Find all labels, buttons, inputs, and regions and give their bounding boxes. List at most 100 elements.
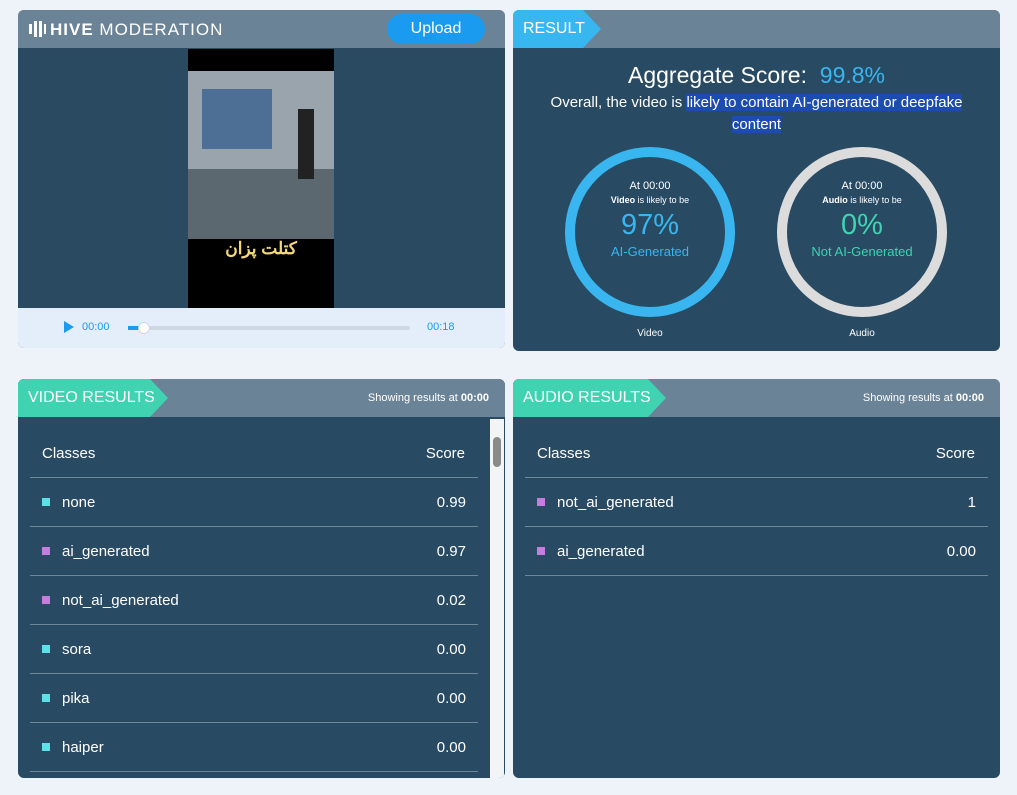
- gauge-ring: [777, 147, 947, 317]
- summary-prefix: Overall, the video is: [550, 94, 683, 111]
- aggregate: Aggregate Score: 99.8%: [513, 62, 1000, 89]
- result-panel: RESULT Aggregate Score: 99.8% Overall, t…: [513, 10, 1000, 351]
- gauge-verdict: AI-Generated: [610, 244, 690, 259]
- class-swatch: [42, 547, 50, 555]
- header-divider: [525, 477, 988, 478]
- ring: [777, 147, 947, 317]
- class-name: haiper: [62, 739, 104, 756]
- gauge-likely-text: is likely to be: [850, 195, 902, 205]
- class-name: none: [62, 494, 96, 511]
- column-header: Classes: [42, 445, 96, 462]
- showing-prefix: Showing results at: [862, 392, 953, 404]
- progress-fill: [128, 326, 140, 330]
- gauge-likely-text: is likely to be: [637, 195, 690, 205]
- class-swatch: [42, 645, 50, 653]
- gauge-percent: 97%: [620, 209, 680, 241]
- class-score: 0.00: [436, 739, 466, 756]
- result-row: none 0.99: [30, 478, 478, 527]
- gauge-time: At 00:00: [629, 180, 671, 192]
- play-button[interactable]: [63, 321, 75, 333]
- video-map: [202, 89, 272, 149]
- result-row: ai_generated 0.00: [525, 527, 988, 576]
- result-row: not_ai_generated 1: [525, 478, 988, 527]
- player-header: HIVE MODERATION Upload: [18, 10, 505, 48]
- class-swatch: [42, 596, 50, 604]
- scroll-thumb[interactable]: [493, 437, 501, 467]
- class-swatch: [42, 498, 50, 506]
- gauge-time: At 00:00: [841, 180, 883, 192]
- result-row: ai_generated 0.97: [30, 527, 478, 576]
- result-row: sora 0.00: [30, 625, 478, 674]
- video-desks: [188, 169, 334, 239]
- gauge-percent: 0%: [841, 209, 883, 241]
- class-swatch: [537, 498, 545, 506]
- gauge-text: At 00:00 Audio is likely to be 0% Not AI-Ge…: [782, 180, 942, 259]
- audio-results-panel: AUDIO RESULTS Showing results at 00:00 Cla…: [513, 379, 1000, 778]
- column-header: Score: [425, 445, 465, 462]
- class-score: 0.97: [436, 543, 466, 560]
- video-person: [298, 109, 314, 179]
- gauge-label: Video: [637, 328, 663, 339]
- gauge-text: At 00:00 Video is likely to be 97% AI-Gener…: [570, 180, 730, 259]
- class-swatch: [42, 694, 50, 702]
- video-results-panel: VIDEO RESULTS Showing results at 00:00 Cla…: [18, 379, 505, 778]
- column-header: Classes: [537, 445, 591, 462]
- progress-knob[interactable]: [138, 322, 150, 334]
- showing-prefix: Showing results at: [367, 392, 458, 404]
- upload-button[interactable]: Upload: [387, 14, 485, 44]
- current-time: 00:00: [82, 321, 110, 333]
- summary-highlight: likely to contain AI-generated or deepfa…: [686, 94, 963, 133]
- class-score: 0.02: [436, 592, 466, 609]
- showing: Showing results at 00:00: [863, 379, 984, 417]
- gauge-likely: Audio is likely to be: [782, 195, 942, 205]
- class-score: 0.00: [436, 641, 466, 658]
- result-row: haiper 0.00: [30, 723, 478, 772]
- gauge-kind: Video: [610, 195, 636, 205]
- result-tab: RESULT: [513, 10, 601, 48]
- ring: [565, 147, 735, 317]
- class-score: 0.99: [436, 494, 466, 511]
- column-header: Score: [935, 445, 975, 462]
- scrollbar[interactable]: [490, 419, 504, 778]
- class-name: sora: [62, 641, 92, 658]
- class-swatch: [42, 743, 50, 751]
- video-frame[interactable]: کتلت پزان: [188, 49, 334, 308]
- class-score: 0.00: [436, 690, 466, 707]
- brand: HIVE MODERATION: [50, 20, 223, 40]
- class-swatch: [537, 547, 545, 555]
- gauge-likely: Video is likely to be: [570, 195, 730, 205]
- results-header: VIDEO RESULTS Showing results at 00:00: [18, 379, 505, 417]
- class-name: ai_generated: [62, 543, 150, 560]
- class-name: not_ai_generated: [557, 494, 674, 511]
- results-header: AUDIO RESULTS Showing results at 00:00: [513, 379, 1000, 417]
- gauge-verdict: Not AI-Generated: [811, 244, 913, 259]
- class-name: pika: [62, 690, 90, 707]
- brand-bold: HIVE: [50, 20, 94, 39]
- logo-icon: [29, 21, 46, 37]
- aggregate-label: Aggregate Score:: [627, 62, 807, 88]
- brand-text: MODERATION: [99, 20, 224, 39]
- class-score: 1: [967, 494, 976, 511]
- result-row: not_ai_generated 0.02: [30, 576, 478, 625]
- video-caption: کتلت پزان: [225, 239, 297, 258]
- results-tab: AUDIO RESULTS: [513, 379, 666, 417]
- gauge-ring: [565, 147, 735, 317]
- summary: Overall, the video is likely to contain …: [528, 92, 985, 136]
- gauge-kind: Audio: [822, 195, 848, 205]
- progress-track[interactable]: [128, 326, 410, 330]
- aggregate-value: 99.8%: [819, 62, 885, 88]
- result-row: pika 0.00: [30, 674, 478, 723]
- total-time: 00:18: [427, 321, 455, 333]
- controls: 00:00 00:18: [18, 308, 505, 348]
- showing-time: 00:00: [460, 392, 489, 404]
- class-score: 0.00: [946, 543, 976, 560]
- showing: Showing results at 00:00: [368, 379, 489, 417]
- class-name: ai_generated: [557, 543, 645, 560]
- gauge-label: Audio: [849, 328, 875, 339]
- player-panel: HIVE MODERATION Upload کتلت پزان 00:00 0…: [18, 10, 505, 348]
- result-header: RESULT: [513, 10, 1000, 48]
- showing-time: 00:00: [955, 392, 984, 404]
- results-tab: VIDEO RESULTS: [18, 379, 168, 417]
- class-name: not_ai_generated: [62, 592, 179, 609]
